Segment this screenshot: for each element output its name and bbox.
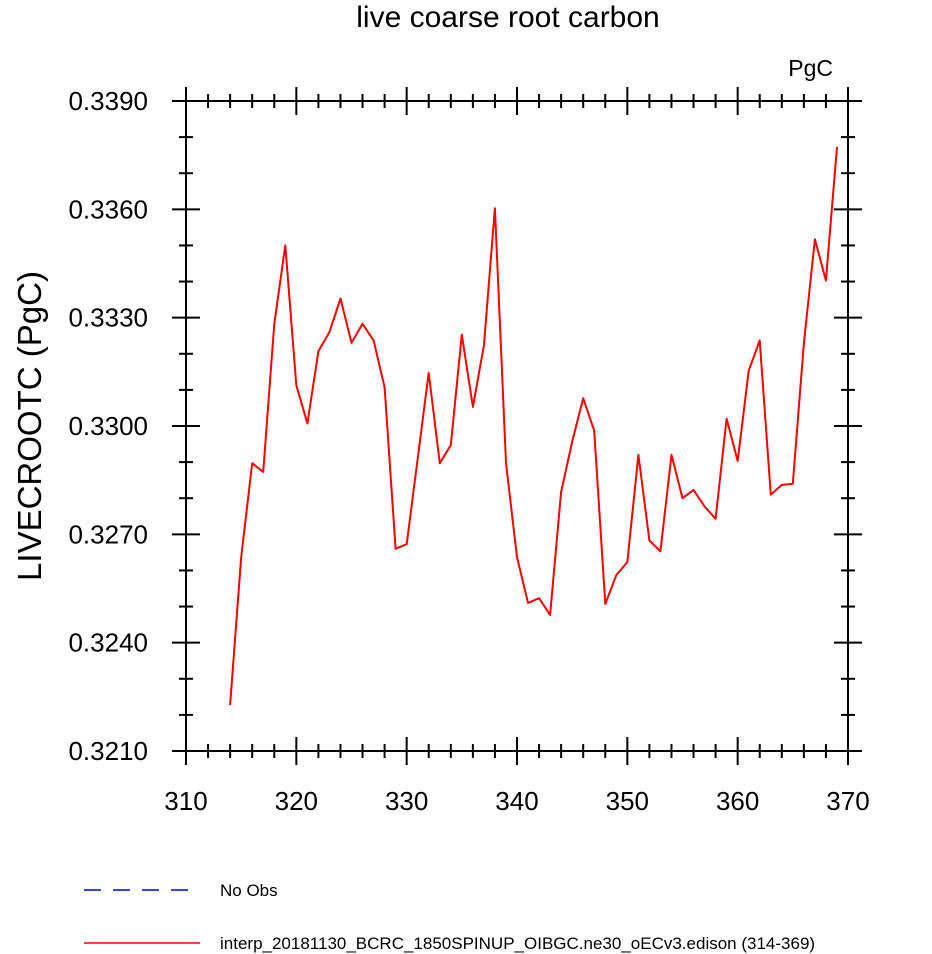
y-tick-label: 0.3360	[68, 194, 148, 224]
series-group	[229, 146, 838, 706]
legend-label: interp_20181130_BCRC_1850SPINUP_OIBGC.ne…	[220, 934, 815, 953]
y-tick-label: 0.3270	[68, 519, 148, 549]
x-tick-label: 320	[275, 786, 318, 816]
y-tick-label: 0.3210	[68, 736, 148, 766]
legend: No Obs interp_20181130_BCRC_1850SPINUP_OI…	[84, 881, 815, 953]
x-ticks: 310 320 330 340 350 360 370	[164, 87, 870, 816]
x-tick-label: 330	[385, 786, 428, 816]
y-tick-label: 0.3300	[68, 411, 148, 441]
x-tick-label: 350	[606, 786, 649, 816]
series-line	[229, 146, 838, 706]
y-tick-label: 0.3390	[68, 86, 148, 116]
x-tick-label: 310	[164, 786, 207, 816]
y-tick-label: 0.3330	[68, 303, 148, 333]
x-tick-label: 340	[495, 786, 538, 816]
y-ticks: 0.3210 0.3240 0.3270 0.3300 0.3330 0.3360 0.33…	[68, 86, 862, 766]
x-tick-label: 360	[716, 786, 759, 816]
y-tick-label: 0.3240	[68, 628, 148, 658]
y-axis-label: LIVECROOTC (PgC)	[11, 271, 48, 581]
x-tick-label: 370	[826, 786, 869, 816]
chart-title: live coarse root carbon	[356, 1, 660, 34]
legend-label: No Obs	[220, 881, 278, 900]
plot-frame	[185, 100, 849, 752]
units-label: PgC	[788, 55, 833, 81]
